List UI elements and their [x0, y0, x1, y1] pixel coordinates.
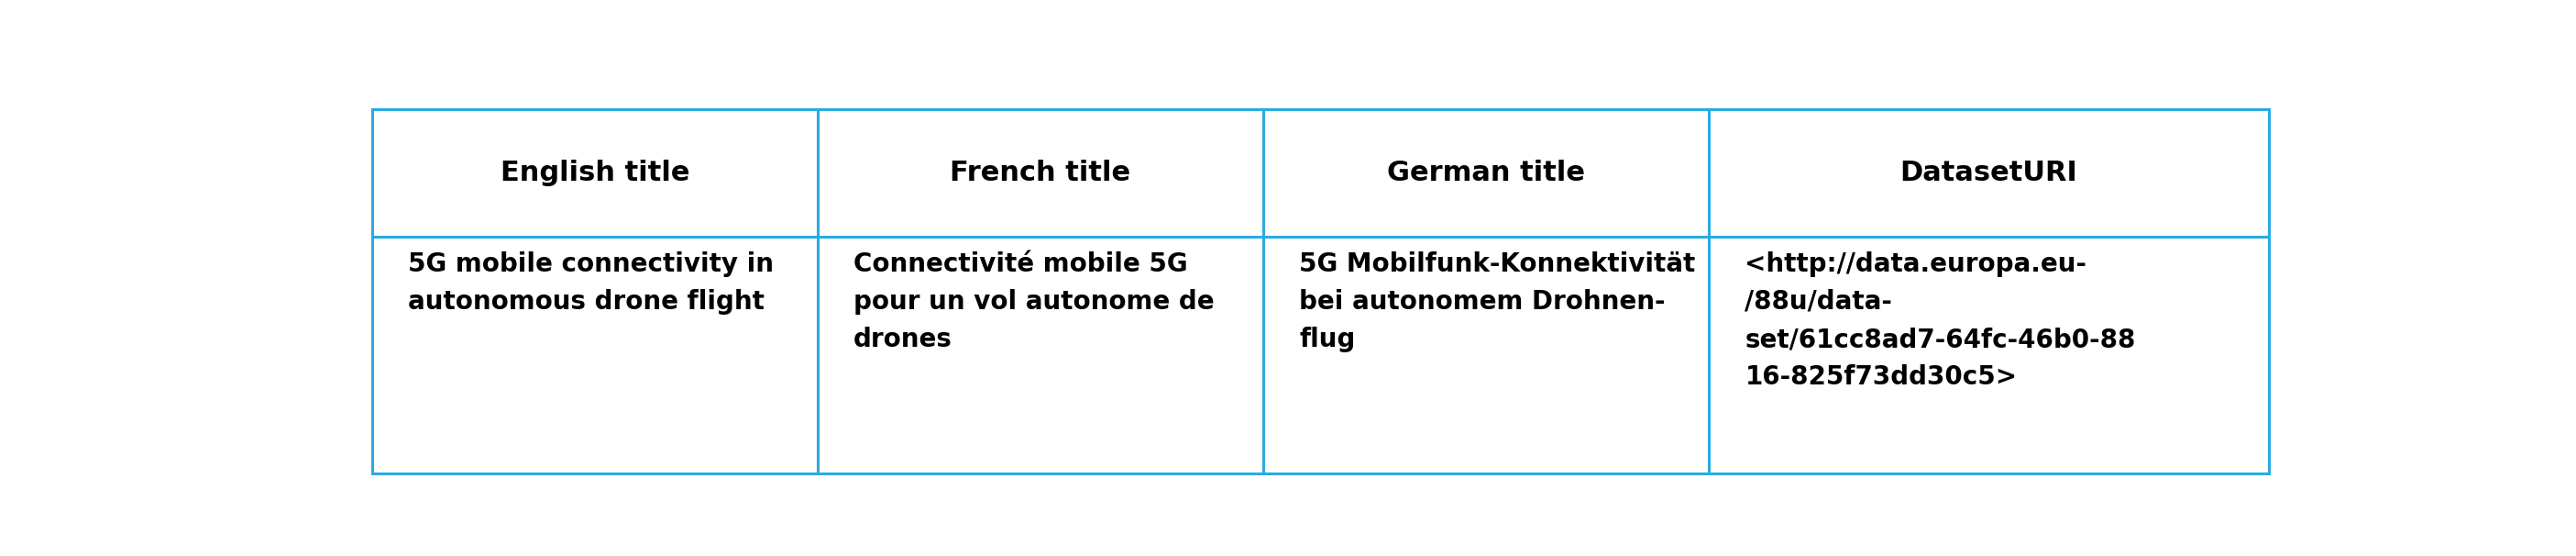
Text: <http://data.europa.eu-
/88u/data-
set/61cc8ad7-64fc-46b0-88
16-825f73dd30c5>: <http://data.europa.eu- /88u/data- set/6… [1744, 251, 2136, 390]
Text: English title: English title [500, 160, 690, 186]
Text: 5G mobile connectivity in
autonomous drone flight: 5G mobile connectivity in autonomous dro… [407, 251, 773, 315]
Bar [371, 110, 2269, 474]
Text: Connectivité mobile 5G
pour un vol autonome de
drones: Connectivité mobile 5G pour un vol auton… [853, 251, 1213, 353]
Text: German title: German title [1386, 160, 1584, 186]
Text: DatasetURI: DatasetURI [1901, 160, 2079, 186]
Text: French title: French title [951, 160, 1131, 186]
Text: 5G Mobilfunk-Konnektivität
bei autonomem Drohnen-
flug: 5G Mobilfunk-Konnektivität bei autonomem… [1298, 251, 1695, 353]
